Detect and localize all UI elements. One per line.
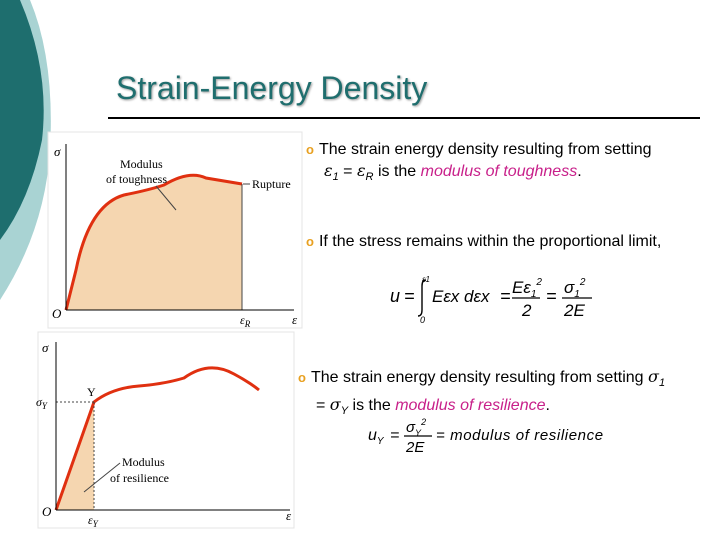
resilience-curve — [54, 366, 260, 511]
bullet-lead-text: The strain energy density resulting from… — [310, 369, 644, 386]
svg-text:u: u — [390, 286, 400, 306]
modulus-of-toughness-term: modulus of toughness — [420, 163, 578, 180]
toughness-curve — [64, 173, 243, 311]
rupture-label: Rupture — [252, 177, 291, 191]
bullet-lead-text: The strain energy density resulting from… — [318, 141, 652, 158]
slide-title: Strain-Energy Density — [116, 70, 428, 106]
toughness-leader — [155, 185, 177, 211]
svg-text:=: = — [390, 427, 399, 444]
svg-text:Eεx dεx: Eεx dεx — [432, 287, 490, 306]
svg-text:uY: uY — [368, 427, 385, 447]
svg-text:=: = — [546, 286, 557, 306]
svg-text:Eε12: Eε12 — [512, 277, 542, 300]
svg-text:0: 0 — [420, 315, 425, 324]
resilience-label-line-1: Modulus — [122, 455, 165, 469]
y-axis-label: σ — [42, 340, 49, 355]
origin-label: O — [42, 504, 52, 519]
yield-strain-tick: εY — [88, 513, 99, 529]
resilience-equation: uY = σY2 2E = modulus of resilience — [368, 417, 604, 456]
resilience-label-line-2: of resilience — [110, 471, 169, 485]
svg-text:= modulus of resilience: = modulus of resilience — [436, 427, 604, 444]
rupture-strain-tick: εR — [240, 313, 251, 329]
svg-text:ε1: ε1 — [422, 275, 430, 284]
x-axis-label: ε — [292, 312, 298, 327]
svg-text:σ12: σ12 — [564, 277, 586, 300]
resilience-leader — [83, 462, 121, 493]
svg-text:=: = — [500, 286, 511, 306]
bullet-resilience: o The strain energy density resulting fro… — [298, 367, 666, 418]
decorative-teal-arc — [0, 0, 51, 300]
svg-text:2E: 2E — [405, 439, 425, 456]
modulus-of-resilience-term: modulus of resilience — [395, 397, 546, 415]
toughness-label-line-2: of toughness — [106, 172, 167, 186]
y-axis-label: σ — [54, 144, 61, 159]
bullet-marker: o — [306, 234, 314, 249]
title-underline — [108, 117, 700, 119]
yield-point-label: Y — [87, 385, 96, 399]
toughness-diagram: σ ε O εR Modulus of toughness Rupture — [47, 131, 303, 329]
bullet-toughness: o The strain energy density resulting fro… — [306, 141, 652, 184]
bullet-proportional-limit: o If the stress remains within the propor… — [306, 231, 706, 252]
bullet-marker: o — [298, 370, 306, 385]
x-axis-label: ε — [286, 508, 292, 523]
svg-text:2E: 2E — [563, 301, 585, 320]
bullet-marker: o — [306, 142, 314, 157]
yield-stress-tick: σY — [36, 395, 48, 411]
origin-label: O — [52, 306, 62, 321]
strain-energy-equation: u = ε1 0 Eεx dεx = Eε12 2 = σ12 2E — [390, 275, 592, 324]
svg-text:σY2: σY2 — [406, 417, 426, 438]
bullet-text: If the stress remains within the proport… — [318, 233, 662, 250]
svg-text:=: = — [404, 286, 415, 306]
svg-text:2: 2 — [521, 301, 532, 320]
resilience-diagram: σ ε O σY εY Y Modulus of resilience — [36, 331, 295, 529]
toughness-label-line-1: Modulus — [120, 157, 163, 171]
toughness-area — [66, 175, 242, 310]
